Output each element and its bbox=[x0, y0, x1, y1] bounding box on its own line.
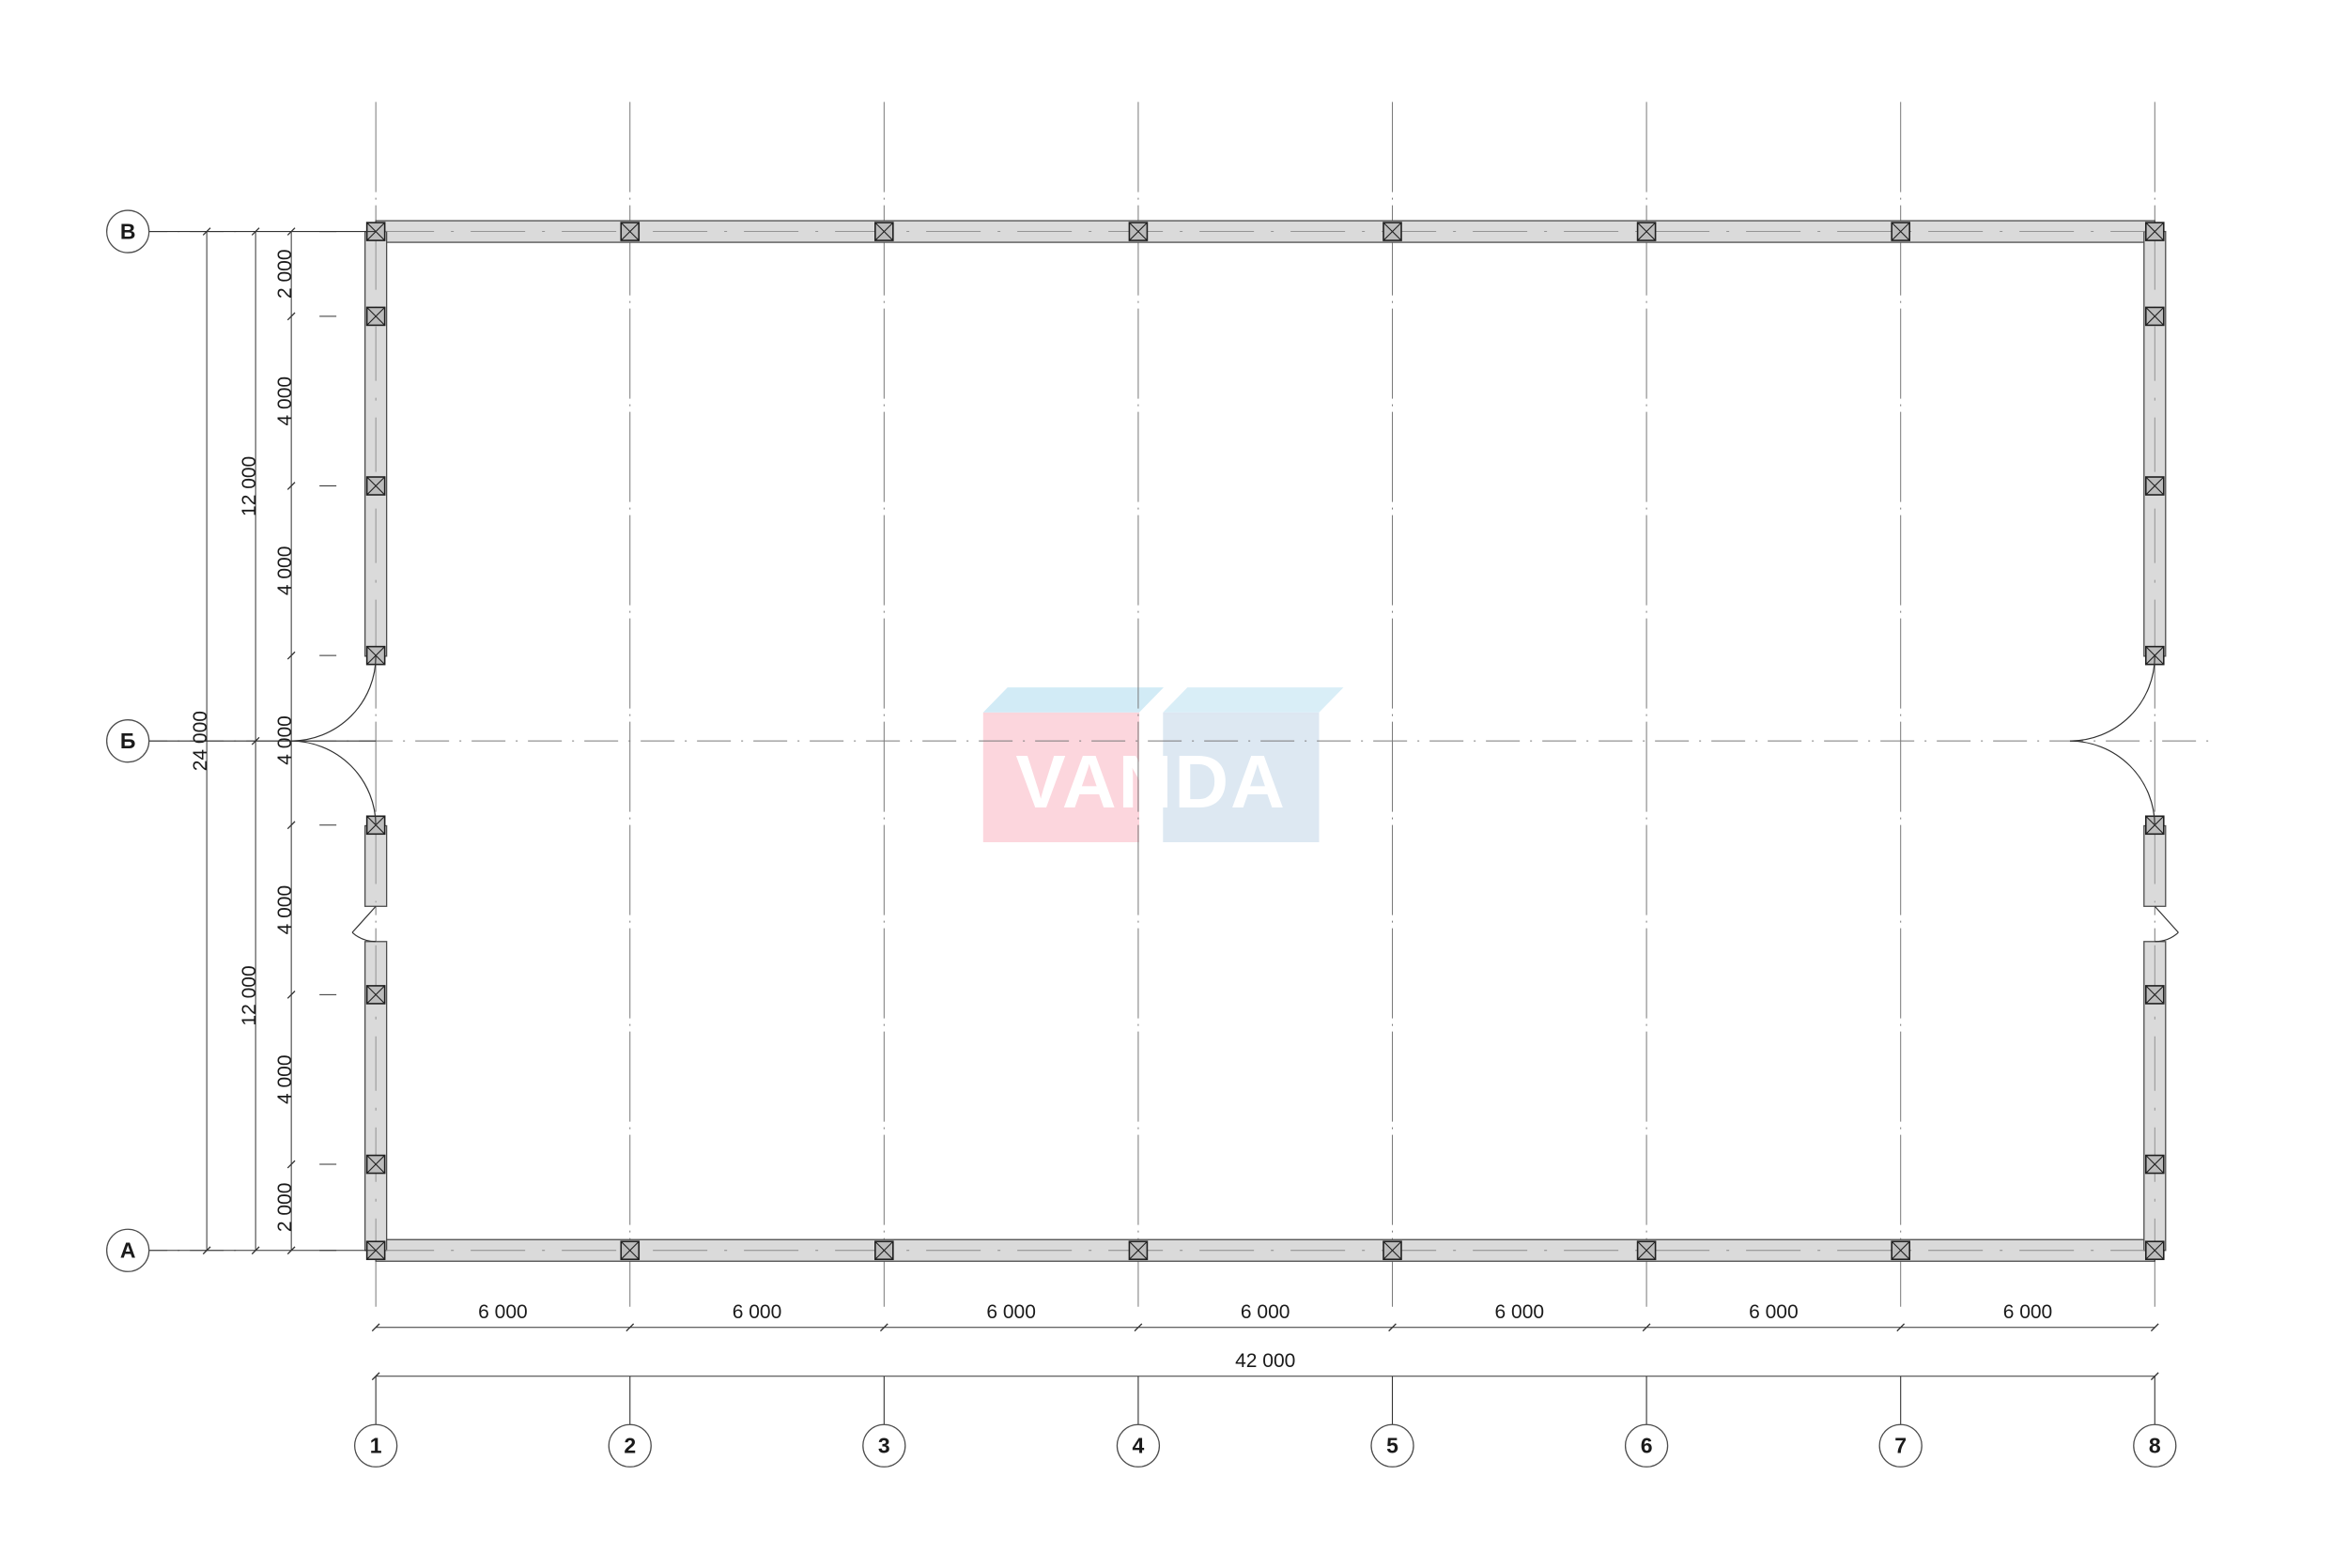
svg-text:8: 8 bbox=[2149, 1434, 2161, 1458]
svg-text:6 000: 6 000 bbox=[1749, 1301, 1799, 1323]
svg-text:6 000: 6 000 bbox=[478, 1301, 528, 1323]
svg-text:2 000: 2 000 bbox=[274, 249, 296, 299]
svg-text:3: 3 bbox=[878, 1434, 890, 1458]
svg-text:6: 6 bbox=[1641, 1434, 1653, 1458]
svg-text:B: B bbox=[120, 219, 136, 243]
svg-text:4: 4 bbox=[1133, 1434, 1145, 1458]
svg-text:2: 2 bbox=[624, 1434, 636, 1458]
svg-text:7: 7 bbox=[1894, 1434, 1907, 1458]
svg-text:6 000: 6 000 bbox=[986, 1301, 1036, 1323]
svg-text:6 000: 6 000 bbox=[733, 1301, 782, 1323]
svg-text:6 000: 6 000 bbox=[2003, 1301, 2053, 1323]
svg-text:4 000: 4 000 bbox=[274, 715, 296, 765]
svg-text:12 000: 12 000 bbox=[239, 456, 260, 516]
svg-text:1: 1 bbox=[370, 1434, 382, 1458]
svg-text:4 000: 4 000 bbox=[274, 1054, 296, 1104]
svg-text:42 000: 42 000 bbox=[1235, 1350, 1295, 1372]
svg-text:Б: Б bbox=[120, 729, 136, 753]
svg-text:5: 5 bbox=[1386, 1434, 1398, 1458]
svg-text:4 000: 4 000 bbox=[274, 885, 296, 935]
svg-text:2 000: 2 000 bbox=[274, 1183, 296, 1233]
svg-text:6 000: 6 000 bbox=[1241, 1301, 1290, 1323]
svg-text:12 000: 12 000 bbox=[239, 965, 260, 1025]
svg-text:VANDA: VANDA bbox=[1015, 740, 1287, 823]
svg-text:6 000: 6 000 bbox=[1495, 1301, 1545, 1323]
svg-text:4 000: 4 000 bbox=[274, 377, 296, 426]
svg-text:A: A bbox=[120, 1238, 136, 1263]
svg-text:4 000: 4 000 bbox=[274, 546, 296, 596]
